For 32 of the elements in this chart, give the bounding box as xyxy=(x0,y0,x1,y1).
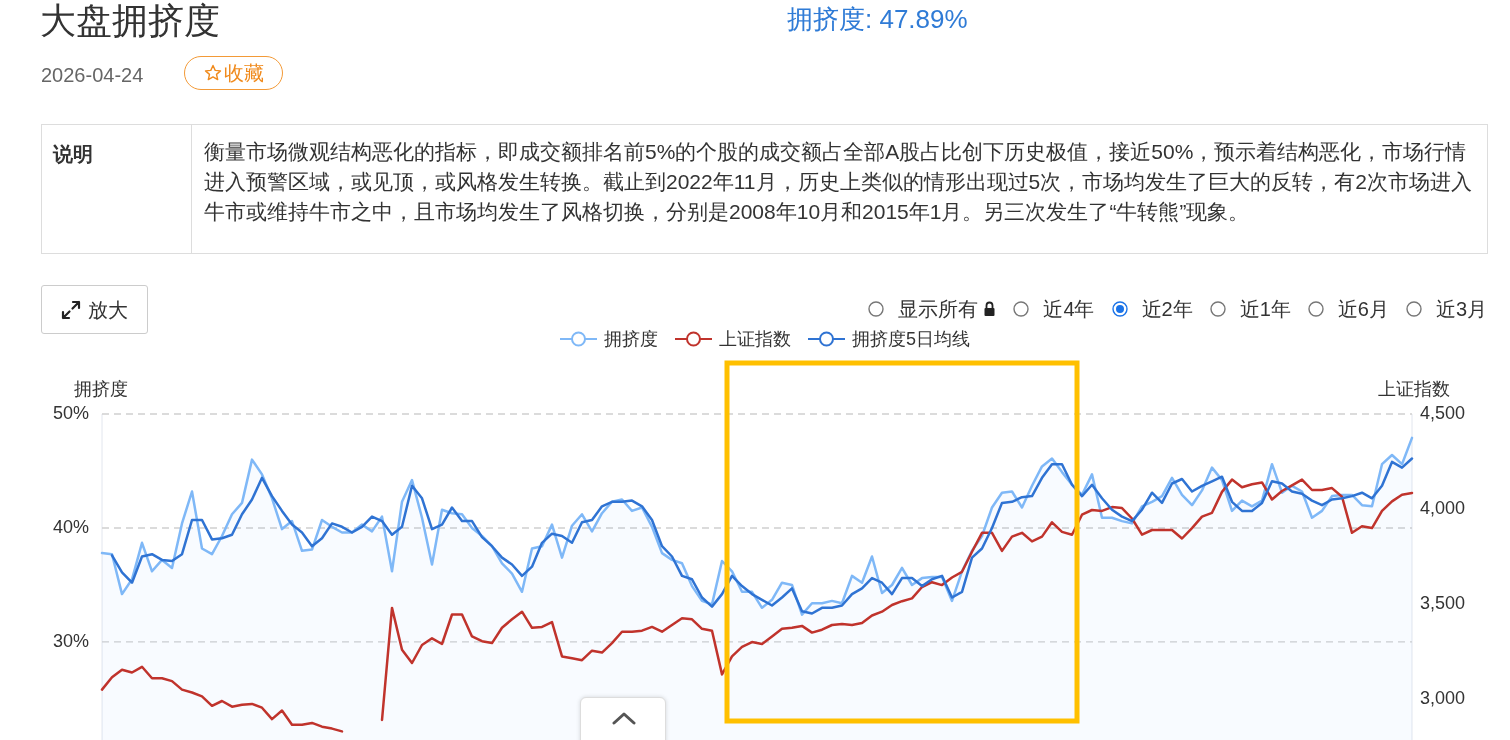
y2-tick-label: 4,500 xyxy=(1420,403,1466,423)
icon-radio[interactable] xyxy=(1405,301,1422,317)
button-zoom[interactable]: 放大 xyxy=(41,285,148,334)
chart-title: 大盘拥挤度 xyxy=(40,0,220,42)
icon-radio[interactable] xyxy=(1209,301,1226,317)
legend-label: 拥挤度5日均线 xyxy=(852,329,971,349)
icon-radio[interactable] xyxy=(1307,301,1324,317)
icon-radio-checked[interactable] xyxy=(1111,301,1128,317)
y-tick-label: 30% xyxy=(52,630,89,651)
text: 近4年 xyxy=(1043,297,1095,321)
y-axis-title: 拥挤度 xyxy=(74,379,128,399)
text: 2026-04-24 xyxy=(41,63,144,87)
y2-tick-label: 3,000 xyxy=(1420,688,1466,709)
text: 拥挤度: 47.89% xyxy=(787,4,968,34)
text: 近2年 xyxy=(1141,297,1193,321)
y-tick-label: 50% xyxy=(52,403,89,423)
legend-label: 拥挤度 xyxy=(604,329,658,349)
y-tick-label: 40% xyxy=(52,516,89,537)
text: 衡量市场微观结构恶化的指标，即成交额排名前5%的个股的成交额占全部A股占比创下历史极值，接近50%，预示着结构恶化，市场行情进入预警区域，或见顶，或风格发生转换。截止到2022年11月，历史上类似的情形出现过5次，市场均发生了巨大的反转，有2次市场进入牛市或维持牛市之中，且市场均发生了风格切换，分别是2008年10月和2015年1月。另三次发生了“牛转熊”现象。 xyxy=(204,139,1473,225)
icon-radio[interactable] xyxy=(1013,301,1030,317)
text: 近3月 xyxy=(1435,297,1487,321)
icon-radio[interactable] xyxy=(868,301,885,317)
y2-tick-label: 4,000 xyxy=(1420,498,1466,519)
y2-tick-label: 3,500 xyxy=(1420,593,1466,614)
text: 说明 xyxy=(53,142,93,166)
button-back-to-top[interactable] xyxy=(580,697,666,740)
y2-axis-title: 上证指数 xyxy=(1378,379,1450,399)
text: 显示所有 xyxy=(898,297,979,321)
text: 近6月 xyxy=(1337,297,1389,321)
legend-label: 上证指数 xyxy=(719,329,791,349)
line-series xyxy=(110,457,1414,615)
text: 近1年 xyxy=(1239,297,1291,321)
